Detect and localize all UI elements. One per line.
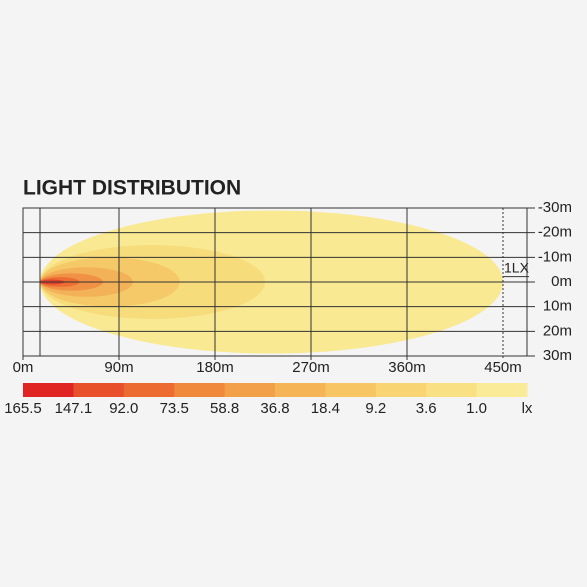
colorbar-label: 147.1 — [55, 400, 93, 417]
colorbar-swatch — [476, 383, 528, 397]
colorbar-swatch — [174, 383, 226, 397]
colorbar-unit: lx — [522, 400, 533, 417]
y-tick-label: 10m — [543, 298, 572, 315]
colorbar-swatch — [325, 383, 377, 397]
colorbar-label: 1.0 — [466, 400, 487, 417]
y-tick-label: 20m — [543, 322, 572, 339]
colorbar-label: 9.2 — [365, 400, 386, 417]
colorbar-swatch — [123, 383, 175, 397]
colorbar-label: 92.0 — [109, 400, 138, 417]
x-tick-label: 270m — [292, 359, 330, 376]
x-tick-label: 360m — [388, 359, 426, 376]
colorbar-swatch — [73, 383, 125, 397]
colorbar-swatch — [224, 383, 276, 397]
colorbar-swatch — [275, 383, 326, 397]
chart-title: LIGHT DISTRIBUTION — [23, 177, 241, 200]
colorbar-swatch — [375, 383, 427, 397]
y-tick-label: -30m — [538, 199, 572, 216]
y-tick-label: 30m — [543, 347, 572, 364]
colorbar-label: 3.6 — [416, 400, 437, 417]
colorbar-label: 73.5 — [160, 400, 189, 417]
x-tick-label: 0m — [13, 359, 34, 376]
colorbar-label: 58.8 — [210, 400, 239, 417]
x-tick-label: 180m — [196, 359, 234, 376]
x-tick-label: 450m — [484, 359, 522, 376]
y-tick-label: 0m — [551, 273, 572, 290]
x-tick-label: 90m — [104, 359, 133, 376]
colorbar-swatch — [23, 383, 74, 397]
y-tick-label: -20m — [538, 224, 572, 241]
colorbar-label: 18.4 — [311, 400, 340, 417]
colorbar-label: 165.5 — [4, 400, 42, 417]
colorbar-label: 36.8 — [260, 400, 289, 417]
y-tick-label: -10m — [538, 248, 572, 265]
colorbar-swatch — [426, 383, 478, 397]
annotation: 1LX — [504, 259, 530, 275]
